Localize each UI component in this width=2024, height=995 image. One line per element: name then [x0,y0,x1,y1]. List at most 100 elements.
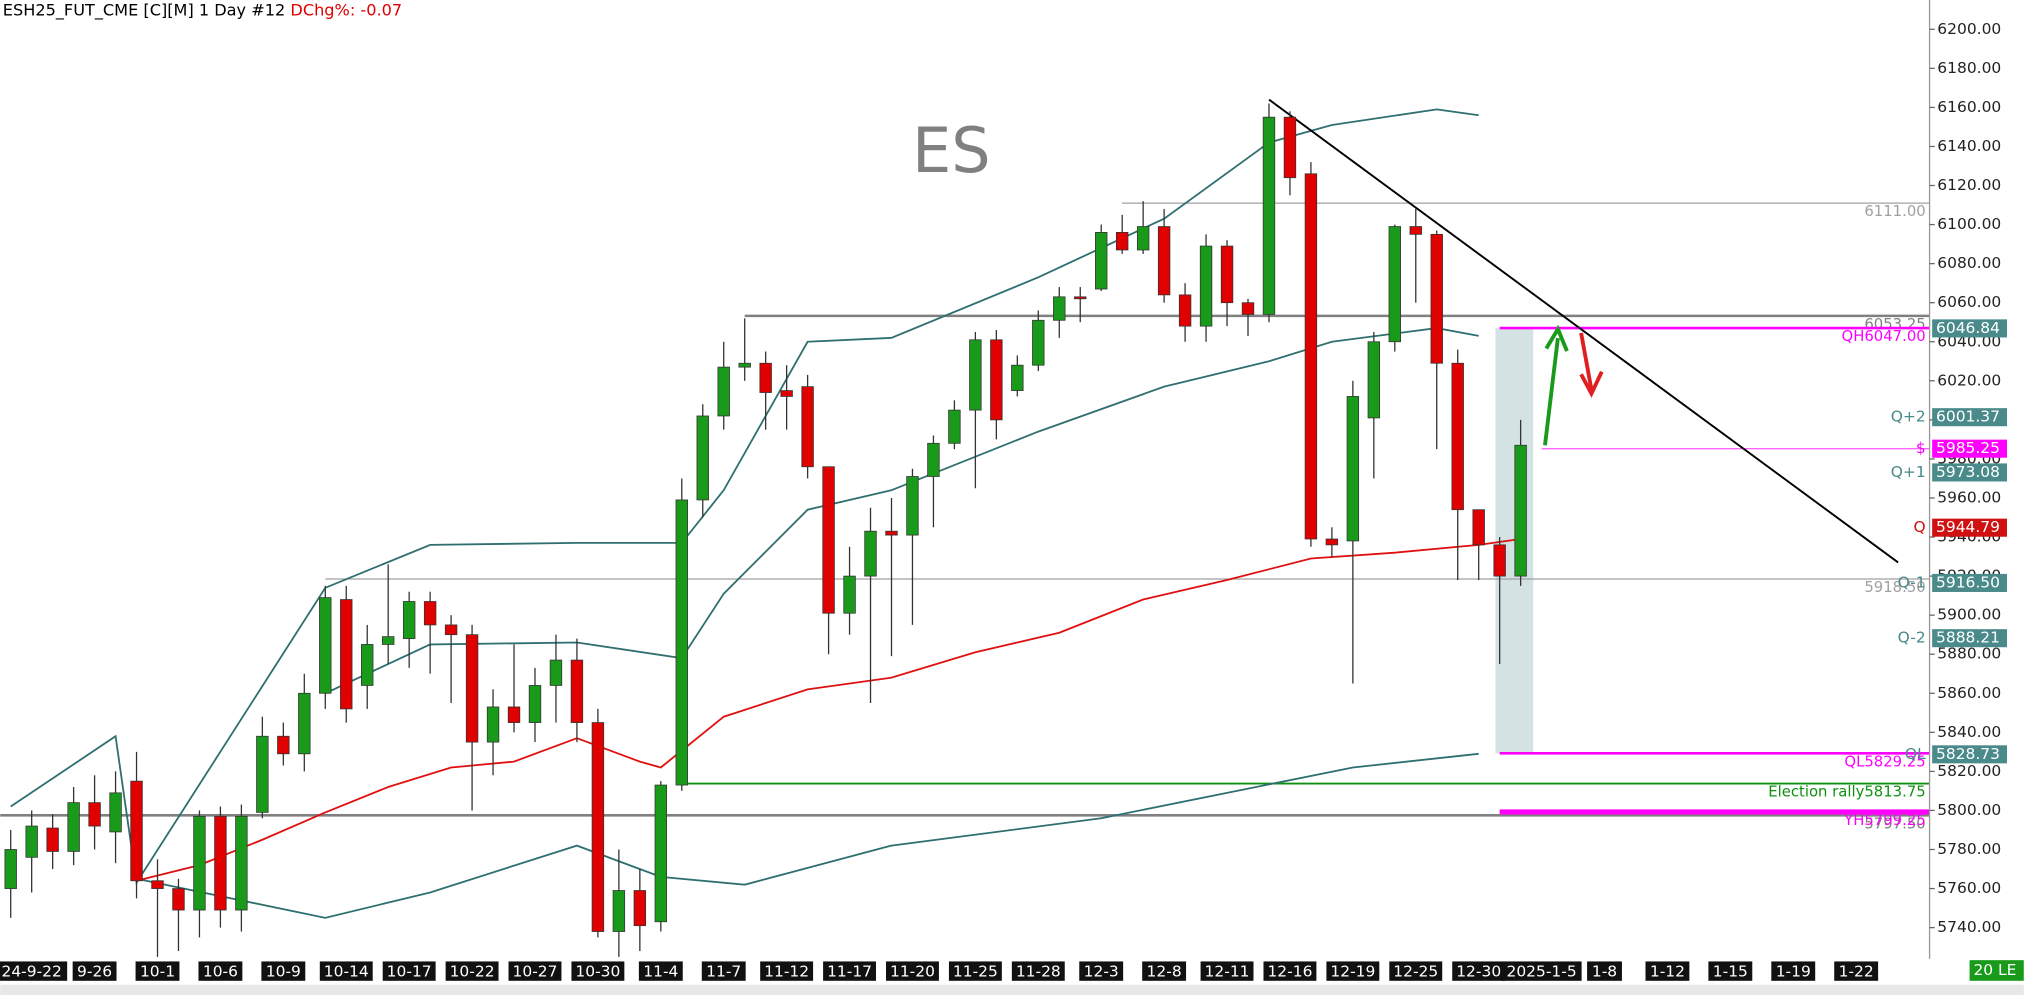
y-tick-label: 5740.00 [1937,918,2001,936]
price-marker [1932,319,2007,338]
x-tick-label: 2025-1-5 [1506,962,1576,980]
price-marker [1932,408,2007,427]
x-tick-bg [1142,961,1187,981]
y-tick-label: 5820.00 [1937,762,2001,780]
candle-body [1032,319,1045,366]
level-value: 5799.25 [1864,812,1925,829]
x-tick-bg [948,961,1002,981]
level-value: 5829.25 [1864,753,1925,770]
candle-body [948,409,961,444]
x-tick-bg [261,961,306,981]
level-value: 6111.00 [1864,203,1925,220]
x-tick-label: 10-22 [450,962,495,980]
x-tick-label: 10-9 [266,962,301,980]
x-tick-bg [0,961,68,981]
candle-body [1346,396,1360,542]
x-tick-label: 10-17 [387,962,432,980]
x-tick-label: 1-15 [1713,962,1748,980]
x-tick-label: 9-26 [77,962,112,980]
candle-body [1074,296,1087,300]
price-marker [1932,463,2007,482]
x-tick-bg [1200,961,1254,981]
level-tag: Election rally [1768,784,1864,801]
candle-body [402,601,416,639]
x-tick-label: 11-25 [953,962,998,980]
x-tick-bg [638,961,683,981]
candle-body [1493,544,1506,577]
y-tick-label: 6080.00 [1937,254,2001,272]
price-marker-label: 5985.25 [1936,439,2000,457]
candle-body [549,659,563,686]
level-tag: QH [1842,328,1865,345]
candle-body [1199,245,1213,327]
candle-body [88,802,101,827]
candle-body [507,706,521,723]
x-tick-label: 10-30 [575,962,620,980]
x-tick-label: 12-25 [1393,962,1438,980]
x-tick-label: 10-14 [324,962,369,980]
x-tick-label: 11-4 [643,962,678,980]
status-strip [0,984,2024,995]
candle-body [1283,116,1297,179]
price-marker-label: 6046.84 [1936,319,2000,337]
level-value: 5918.50 [1864,579,1925,596]
x-tick-bg [1079,961,1124,981]
down-arrow [1579,332,1594,391]
price-marker [1932,745,2007,764]
x-tick-label: 11-7 [706,962,741,980]
candle-body [1136,226,1150,251]
candle-body [927,442,940,477]
y-tick-label: 5800.00 [1937,801,2001,819]
x-tick-label: 1-8 [1592,962,1617,980]
x-tick-bg [445,961,499,981]
candle-body [1451,362,1464,511]
candle-body [1115,232,1129,251]
x-tick-bg [135,961,180,981]
x-tick-bg [1326,961,1380,981]
candle-body [1011,364,1024,391]
candle-body [340,599,353,710]
x-tick-bg [1708,961,1753,981]
y-tick-label: 5780.00 [1937,840,2001,858]
candle-body [696,415,709,501]
candle-body [633,890,647,927]
price-marker-tag: Q+2 [1891,408,1926,426]
level-label: 5918.50 [1864,579,1925,596]
price-marker-tag: Q-1 [1898,573,1926,591]
level-tag: YH [1843,812,1864,829]
y-tick-label: 6180.00 [1937,59,2001,77]
candle-body [654,784,668,923]
x-tick-label: 12-11 [1205,962,1250,980]
x-tick-bg [1771,961,1816,981]
x-tick-label: 11-12 [764,962,809,980]
x-tick-bg [701,961,746,981]
x-tick-bg [886,961,939,981]
candle-body [381,636,395,645]
x-tick-bg [1389,961,1443,981]
level-label: QH6047.00 [1842,328,1926,345]
x-tick-label: 1-12 [1650,962,1685,980]
up-arrow-head [1544,324,1569,352]
x-tick-label: 12-3 [1084,962,1119,980]
candle-body [1430,233,1443,364]
x-tick-bg [1645,961,1690,981]
level-value: 5813.75 [1864,784,1925,801]
candle-body [4,849,17,889]
candle-body [612,890,626,932]
price-marker-tag: Q-2 [1898,629,1926,647]
y-tick-label: 6160.00 [1937,98,2001,116]
price-marker-tag: QL [1905,745,1926,763]
candle-body [235,815,248,911]
x-tick-bg [1011,961,1065,981]
x-tick-label: 12-19 [1330,962,1375,980]
corner-box [1969,960,2024,981]
x-tick-bg [198,961,243,981]
candle-body [214,815,227,911]
price-marker-label: 5916.50 [1936,573,2000,591]
candle-body [969,339,982,411]
down-arrow-head [1579,370,1604,398]
watermark: ES [912,115,990,187]
x-tick-label: 12-30 [1456,962,1501,980]
